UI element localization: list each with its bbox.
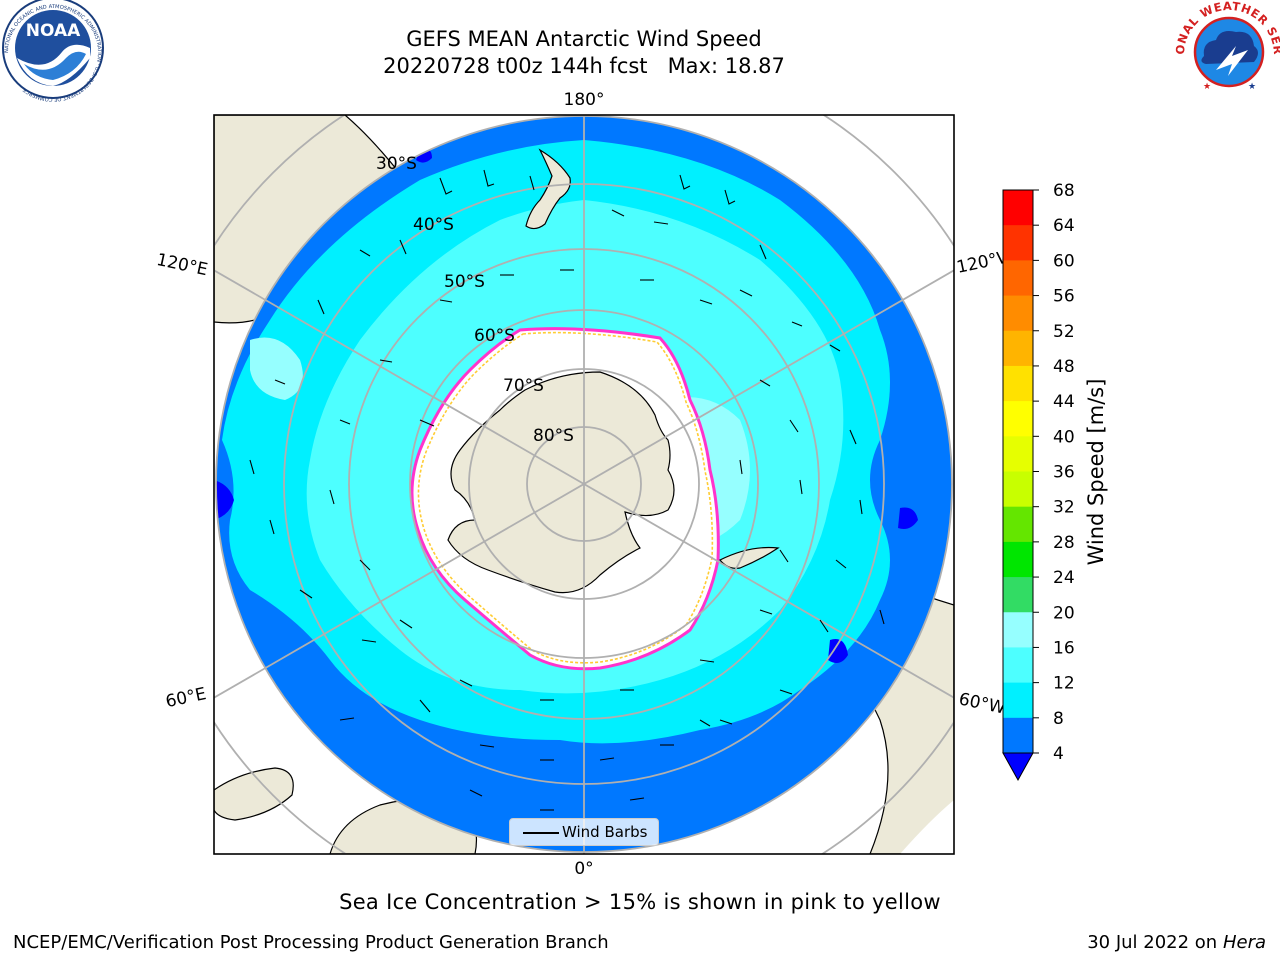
colorbar-segment [1003, 365, 1033, 402]
lat-labels: 30°S 40°S 50°S 60°S 70°S 80°S [376, 154, 574, 446]
lon-label-60e: 60°E [164, 684, 208, 712]
colorbar-ticks: 68 64 60 56 52 48 44 40 36 32 28 24 20 16 12 8 4 [1033, 181, 1075, 764]
new-zealand [525, 148, 571, 230]
footer-date-text: 30 Jul 2022 on [1087, 932, 1223, 953]
nws-ring-text: NATIONAL WEATHER SERVICE [0, 0, 1280, 55]
colorbar-under-triangle [1002, 752, 1034, 782]
lon-label-0: 0° [574, 859, 593, 879]
colorbar-segment [1003, 506, 1033, 543]
chart-subtitle: 20220728 t00z 144h fcst Max: 18.87 [383, 54, 785, 78]
lat-label-60: 60°S [474, 326, 515, 346]
colorbar-segment [1003, 647, 1033, 684]
lon-label-60w: 60°W [957, 689, 1007, 718]
colorbar-tick-label: 68 [1053, 181, 1075, 201]
graticule [214, 115, 954, 854]
colorbar-segment [1003, 330, 1033, 367]
colorbar-segment [1003, 225, 1033, 261]
colorbar-tick-label: 48 [1053, 357, 1075, 377]
colorbar-tick-label: 60 [1053, 251, 1075, 271]
colorbar-tick-label: 64 [1053, 216, 1075, 236]
lon-label-120e: 120°E [155, 250, 210, 280]
wind-barbs-legend: Wind Barbs [509, 818, 659, 846]
footer-date: 30 Jul 2022 on Hera [1087, 932, 1266, 953]
colorbar-segment [1003, 612, 1033, 648]
colorbar-segment [1003, 190, 1033, 226]
colorbar-tick-label: 16 [1053, 638, 1075, 658]
map-frame [213, 114, 955, 855]
colorbar-tick-label: 24 [1053, 568, 1075, 588]
lat-label-40: 40°S [413, 215, 454, 235]
colorbar-segment [1003, 401, 1033, 437]
colorbar-tick-label: 28 [1053, 533, 1075, 553]
lat-label-70: 70°S [503, 376, 544, 396]
colorbar-segment [1003, 260, 1033, 297]
colorbar-segment [1003, 541, 1033, 578]
colorbar-tick-label: 20 [1053, 603, 1075, 623]
lat-label-30: 30°S [376, 154, 417, 174]
svg-text:★: ★ [1203, 82, 1211, 92]
lat-label-80: 80°S [533, 426, 574, 446]
colorbar-segment [1003, 577, 1033, 613]
noaa-text: NOAA [26, 21, 81, 41]
colorbar-label: Wind Speed [m/s] [1084, 378, 1108, 566]
colorbar-segment [1003, 436, 1033, 472]
legend-line-icon [523, 832, 559, 834]
colorbar: 68 64 60 56 52 48 44 40 36 32 28 24 20 16 12 8 4 [1002, 181, 1075, 782]
nws-logo: NATIONAL WEATHER SERVICE ★ ★ [0, 0, 1280, 99]
colorbar-tick-label: 4 [1053, 744, 1064, 764]
colorbar-tick-label: 52 [1053, 322, 1075, 342]
colorbar-tick-label: 44 [1053, 392, 1075, 412]
colorbar-tick-label: 8 [1053, 709, 1064, 729]
colorbar-segment [1003, 717, 1033, 754]
colorbar-segment [1003, 471, 1033, 508]
footer-machine: Hera [1222, 932, 1266, 953]
wind-barbs [249, 169, 885, 811]
legend-label: Wind Barbs [562, 823, 648, 841]
lon-label-180: 180° [564, 90, 605, 110]
footer-credit: NCEP/EMC/Verification Post Processing Pr… [13, 932, 609, 953]
colorbar-segment [1003, 682, 1033, 719]
colorbar-tick-label: 12 [1053, 674, 1075, 694]
antarctica-land [447, 371, 675, 594]
colorbar-segment [1003, 295, 1033, 332]
svg-text:★: ★ [1248, 82, 1256, 92]
lat-label-50: 50°S [444, 272, 485, 292]
chart-title: GEFS MEAN Antarctic Wind Speed [406, 27, 762, 51]
colorbar-tick-label: 32 [1053, 498, 1075, 518]
colorbar-tick-label: 36 [1053, 463, 1075, 483]
colorbar-tick-label: 40 [1053, 427, 1075, 447]
colorbar-segments [1003, 190, 1033, 754]
map-area: 30°S 40°S 50°S 60°S 70°S 80°S [214, 115, 954, 854]
svg-text:NATIONAL WEATHER SERVICE: NATIONAL WEATHER SERVICE [0, 0, 1280, 55]
noaa-logo: NATIONAL OCEANIC AND ATMOSPHERIC ADMINIS… [2, 0, 104, 102]
caption: Sea Ice Concentration > 15% is shown in … [339, 890, 941, 914]
colorbar-tick-label: 56 [1053, 287, 1075, 307]
